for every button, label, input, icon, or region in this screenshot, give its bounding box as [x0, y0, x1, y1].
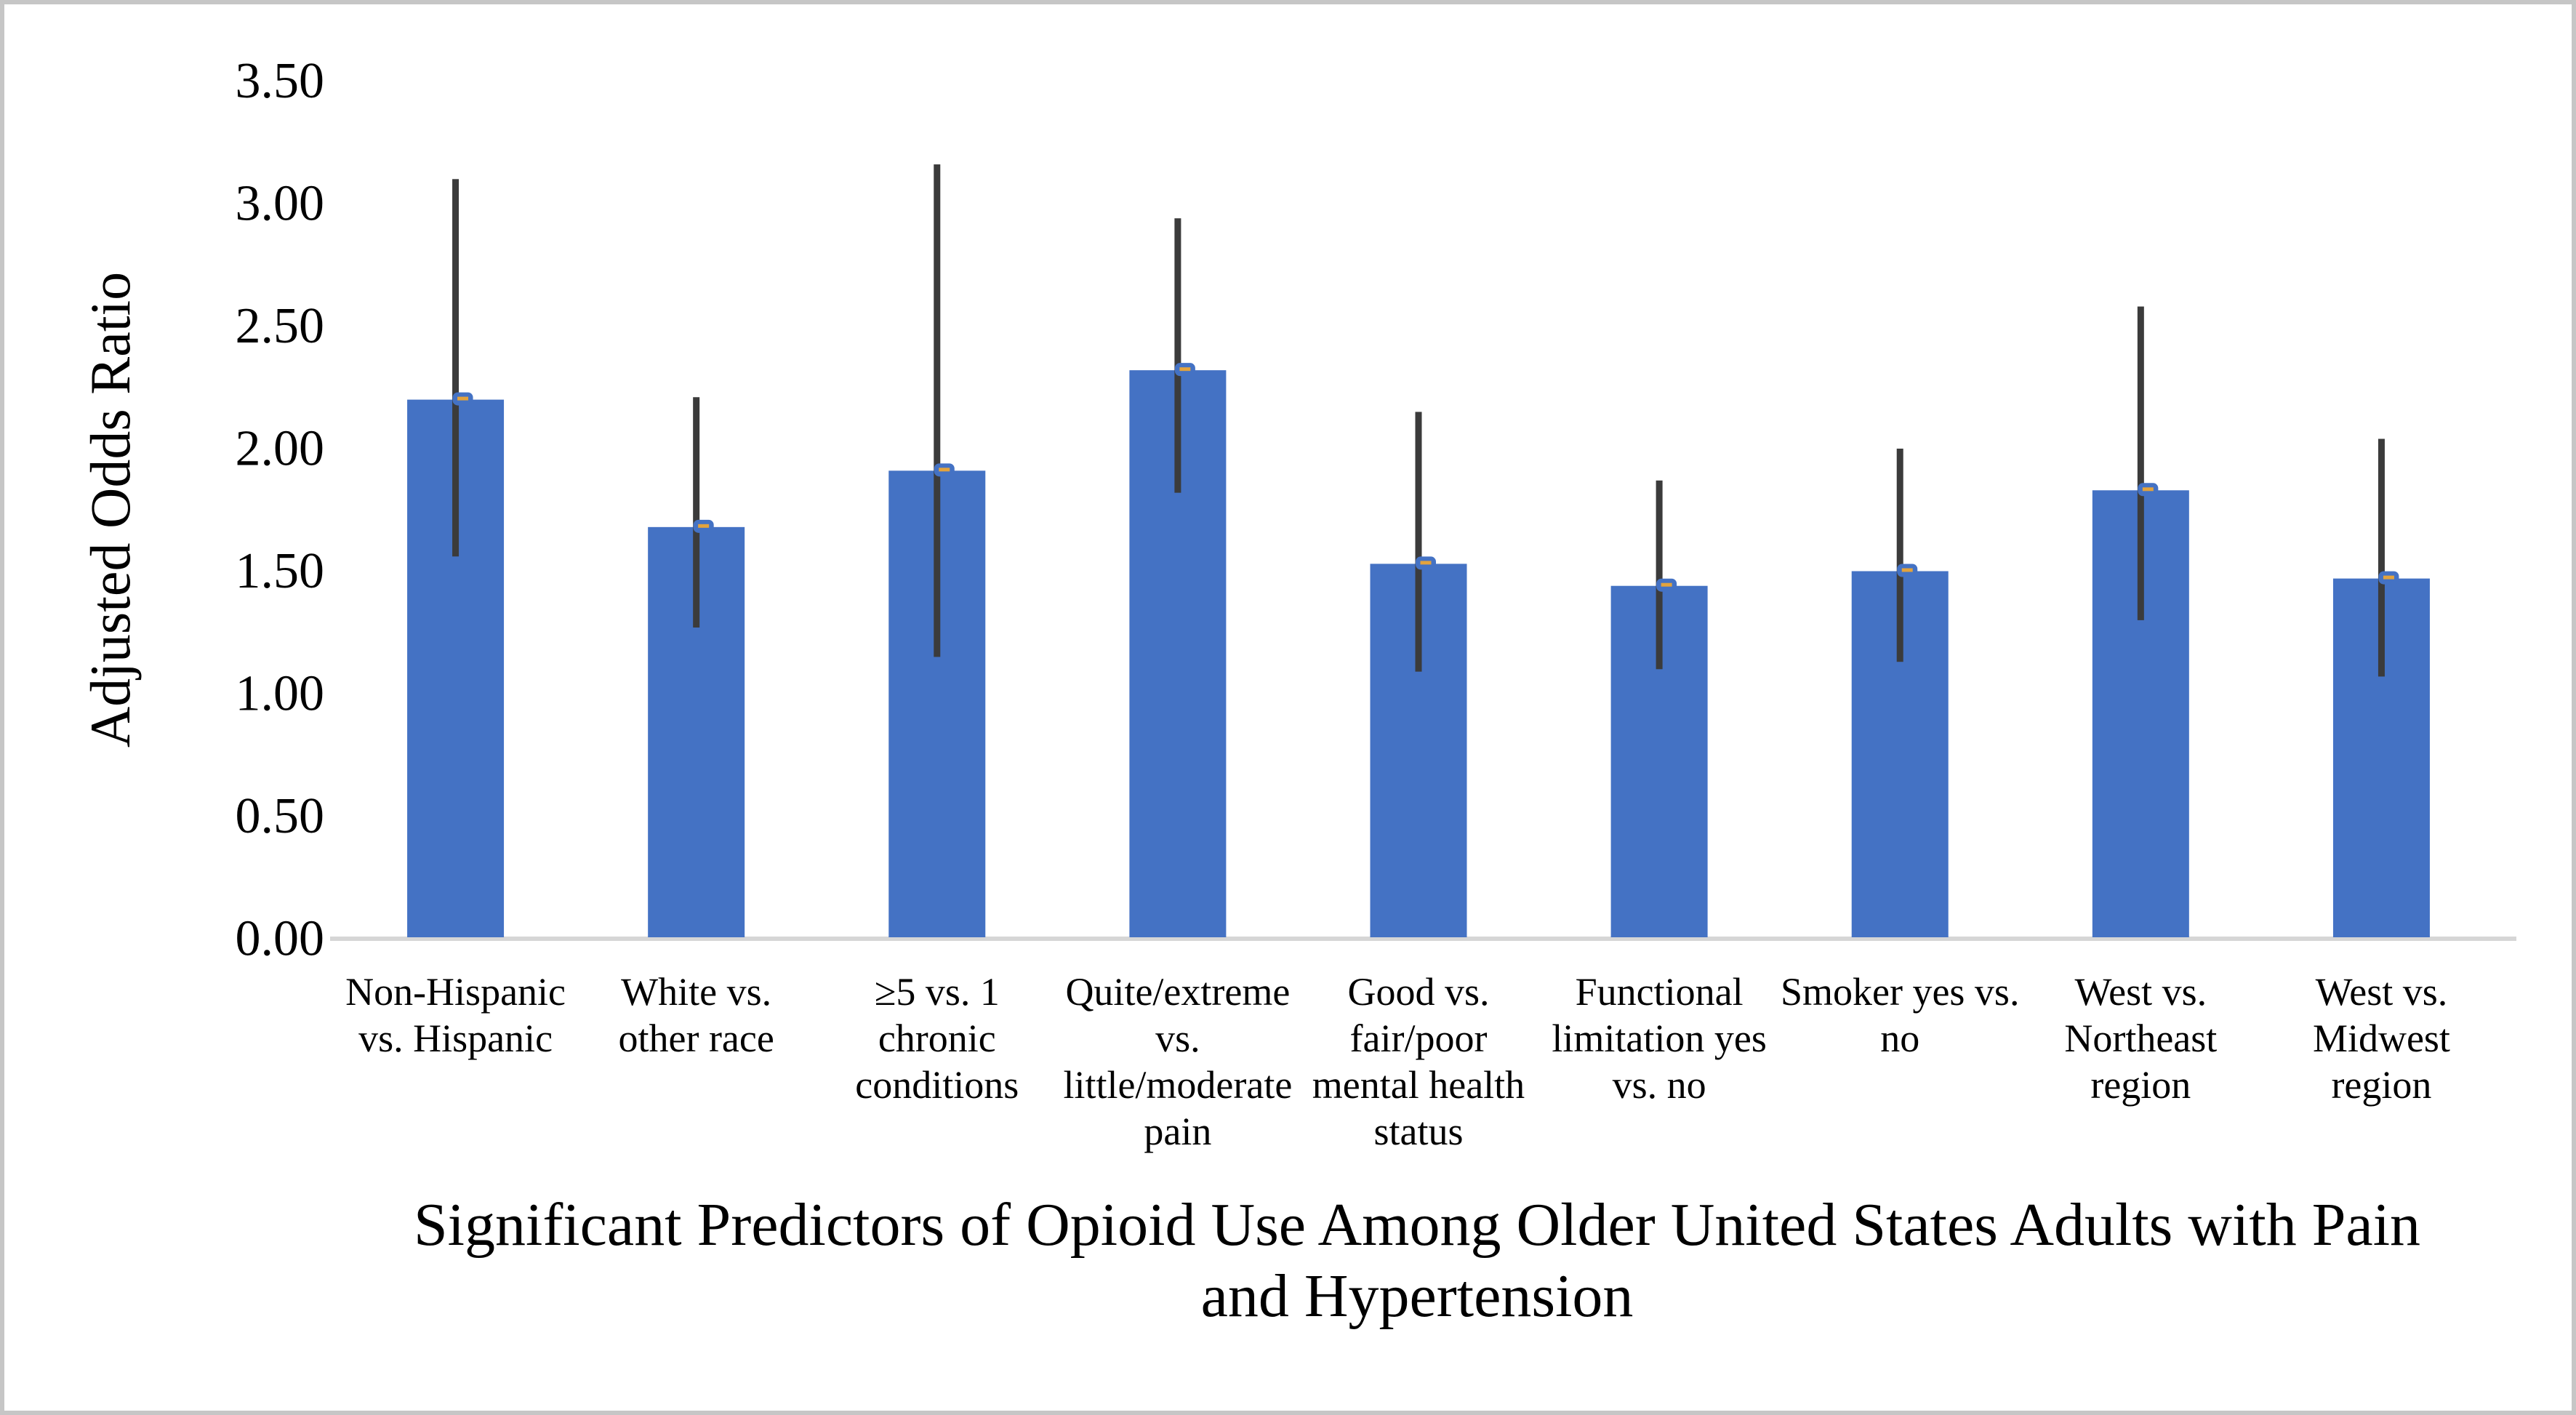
marker-dash	[1179, 367, 1191, 372]
x-category-label: status	[1373, 1110, 1463, 1153]
x-category-label: vs. Hispanic	[358, 1017, 553, 1060]
y-tick-label: 0.50	[236, 788, 325, 844]
x-category-label: limitation yes	[1552, 1017, 1766, 1060]
y-axis-title: Adjusted Odds Ratio	[79, 272, 142, 747]
x-category-label: chronic	[878, 1017, 996, 1060]
x-category-label: White vs.	[621, 970, 771, 1014]
x-category-label: West vs.	[2075, 970, 2207, 1014]
y-tick-label: 2.50	[236, 298, 325, 354]
x-category-label: conditions	[855, 1063, 1019, 1107]
y-tick-label: 3.50	[236, 53, 325, 109]
x-category-label: Quite/extreme	[1065, 970, 1290, 1014]
x-category-label: Good vs.	[1347, 970, 1489, 1014]
y-tick-label: 0.00	[236, 911, 325, 967]
marker-dash	[1661, 582, 1672, 587]
error-bar	[452, 179, 460, 557]
x-category-label: vs. no	[1613, 1063, 1706, 1107]
x-category-label: Non-Hispanic	[345, 970, 566, 1014]
error-bar	[1656, 480, 1663, 670]
x-category-label: West vs.	[2316, 970, 2448, 1014]
marker-dash	[457, 396, 469, 401]
x-category-label: little/moderate	[1063, 1063, 1292, 1107]
marker-dash	[698, 524, 710, 528]
chart-title-line1: Significant Predictors of Opioid Use Amo…	[414, 1191, 2420, 1259]
x-category-label: pain	[1144, 1110, 1211, 1153]
error-bar	[2378, 438, 2385, 677]
y-tick-label: 2.00	[236, 421, 325, 477]
error-bar	[934, 164, 941, 657]
x-category-label: Midwest	[2313, 1017, 2450, 1060]
x-category-label: ≥5 vs. 1	[875, 970, 1000, 1014]
marker-dash	[939, 468, 950, 472]
error-bar	[1896, 449, 1903, 662]
x-category-label: mental health	[1312, 1063, 1525, 1107]
x-category-label: Smoker yes vs.	[1781, 970, 2019, 1014]
bar-chart: 3.50 3.00 2.50 2.00 1.50 1.00 0.50 0.00 Non-Hisp…	[79, 53, 2516, 1330]
error-bar	[693, 397, 700, 628]
error-bar	[1415, 412, 1422, 672]
y-tick-label: 1.00	[236, 666, 325, 722]
x-category-label: region	[2090, 1063, 2191, 1107]
x-category-label: vs.	[1155, 1017, 1200, 1060]
error-bar	[1174, 218, 1181, 493]
x-category-label: no	[1880, 1017, 1919, 1060]
y-tick-label: 3.00	[236, 176, 325, 232]
error-bar	[2137, 306, 2144, 620]
x-category-label: fair/poor	[1350, 1017, 1488, 1060]
x-category-label: Functional	[1576, 970, 1744, 1014]
marker-dash	[1420, 561, 1432, 565]
chart-title-line2: and Hypertension	[1201, 1262, 1634, 1330]
x-axis-line	[330, 937, 2516, 941]
chart-plot-area: 3.50 3.00 2.50 2.00 1.50 1.00 0.50 0.00 Non-Hisp…	[236, 53, 2516, 1153]
x-category-label: Northeast	[2064, 1017, 2217, 1060]
y-tick-label: 1.50	[236, 543, 325, 599]
x-category-label: region	[2331, 1063, 2431, 1107]
marker-dash	[2142, 487, 2154, 492]
marker-dash	[1901, 568, 1913, 572]
x-category-label: other race	[618, 1017, 774, 1060]
marker-dash	[2383, 575, 2394, 580]
